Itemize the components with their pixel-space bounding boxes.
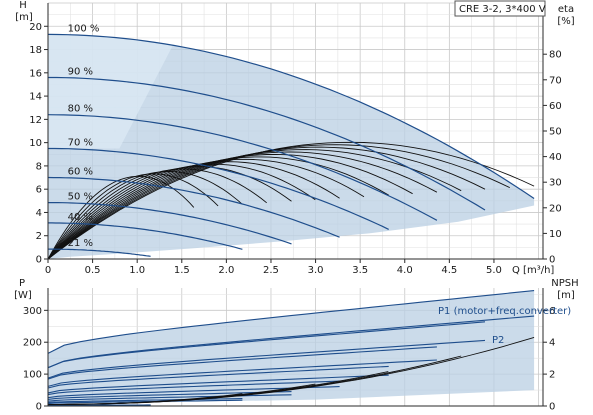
power-envelope (48, 290, 535, 405)
y2-tick-label: 2 (549, 370, 555, 381)
x-tick-label: 4.0 (397, 265, 413, 276)
y2-tick-label: 80 (549, 50, 562, 61)
y-tick-label: 12 (29, 115, 42, 126)
y2-tick-label: 70 (549, 75, 562, 86)
efficiency-curve (47, 168, 267, 260)
y-tick-label: 0 (36, 255, 42, 266)
x-tick-label: 2.5 (263, 265, 279, 276)
y-tick-label: 200 (23, 338, 42, 349)
x-tick-label: 0 (45, 265, 51, 276)
efficiency-curve (47, 175, 195, 260)
efficiency-curve (47, 173, 219, 260)
head-curve (48, 76, 486, 211)
head-curve (47, 114, 438, 221)
y2-tick-label: 60 (549, 101, 562, 112)
p1-power-curve (47, 391, 292, 400)
y-tick-label: 6 (36, 185, 42, 196)
p1-power-curve (47, 290, 535, 354)
y-tick-label: 14 (29, 92, 42, 103)
speed-label: 40 % (68, 212, 93, 223)
series-label-p2: P2 (492, 335, 504, 346)
x-tick-label: 1.0 (129, 265, 145, 276)
y2-axis-title-eta: eta (558, 4, 574, 15)
chart-title: CRE 3-2, 3*400 V (459, 4, 546, 15)
p2-power-curve (47, 394, 292, 402)
y-tick-label: 0 (36, 402, 42, 413)
y-tick-label: 8 (36, 161, 42, 172)
x-tick-label: 2.0 (218, 265, 234, 276)
x-axis-title: Q [m³/h] (512, 265, 554, 276)
y-axis-title-h: H (19, 0, 27, 11)
efficiency-curve (47, 163, 316, 260)
y-axis-unit-h: [m] (15, 12, 33, 23)
y-tick-label: 300 (23, 306, 42, 317)
efficiency-curve (47, 158, 365, 260)
y-axis-title-p: P (19, 278, 25, 289)
head-efficiency-panel: 100 % 90 % 80 % 70 % 60 % 50 % 40 % 21 % 0 2 4 6 8 10… (29, 2, 562, 276)
y-tick-label: 4 (36, 208, 42, 219)
y-tick-label: 10 (29, 138, 42, 149)
speed-label: 90 % (68, 67, 93, 78)
y-axis-unit-p: [W] (14, 290, 32, 301)
x-tick-label: 0.5 (85, 265, 101, 276)
y2-tick-label: 30 (549, 178, 562, 189)
p1-power-curve (47, 398, 243, 404)
speed-label: 60 % (68, 167, 93, 178)
power-npsh-panel: 0 100 200 300 0 2 4 6 (23, 288, 555, 413)
p2-power-curve (47, 359, 437, 387)
p2-power-curve (47, 374, 389, 394)
head-curve (47, 176, 340, 238)
speed-label: 100 % (68, 23, 100, 34)
y2-tick-label: 40 (549, 152, 562, 163)
head-curve (48, 248, 151, 257)
y-tick-label: 16 (29, 68, 42, 79)
y2-axis-title-npsh: NPSH (551, 278, 578, 289)
head-curve (47, 33, 535, 199)
head-curve (48, 222, 243, 250)
y-tick-label: 20 (29, 22, 42, 33)
efficiency-curve (47, 144, 510, 260)
series-label-p1: P1 (motor+freq.converter) (438, 306, 571, 317)
y2-tick-label: 6 (549, 306, 555, 317)
x-tick-label: 5.0 (486, 265, 502, 276)
y2-tick-label: 50 (549, 127, 562, 138)
x-tick-label: 3.5 (352, 265, 368, 276)
npsh-curve (48, 393, 243, 405)
head-curve (48, 147, 389, 230)
y-tick-label: 100 (23, 370, 42, 381)
y2-tick-label: 10 (549, 229, 562, 240)
y2-tick-label: 4 (549, 338, 555, 349)
y2-axis-unit-eta: [%] (557, 16, 574, 27)
speed-label: 70 % (68, 138, 93, 149)
y2-axis-unit-npsh: [m] (557, 290, 575, 301)
x-tick-label: 1.5 (174, 265, 190, 276)
y-tick-label: 18 (29, 45, 42, 56)
p1-power-curve (47, 321, 486, 369)
p2-power-curve (47, 399, 243, 405)
y2-tick-label: 0 (549, 255, 555, 266)
head-curve (48, 202, 292, 245)
chart-title-box (454, 0, 546, 17)
speed-label: 80 % (68, 104, 93, 115)
speed-label: 50 % (68, 192, 93, 203)
efficiency-curve (47, 141, 535, 260)
p2-power-curve (47, 315, 535, 369)
p1-power-curve (47, 380, 340, 396)
y2-tick-label: 0 (549, 402, 555, 413)
efficiency-curve (47, 153, 413, 260)
y-tick-label: 2 (36, 231, 42, 242)
x-tick-label: 4.5 (441, 265, 457, 276)
speed-label: 21 % (68, 238, 93, 249)
p2-power-curve (47, 339, 486, 379)
p1-power-curve (47, 365, 389, 389)
x-tick-label: 3.0 (308, 265, 324, 276)
y2-tick-label: 20 (549, 203, 562, 214)
efficiency-curve (47, 149, 462, 260)
low-flow-region (48, 34, 173, 149)
p1-power-curve (47, 346, 437, 380)
